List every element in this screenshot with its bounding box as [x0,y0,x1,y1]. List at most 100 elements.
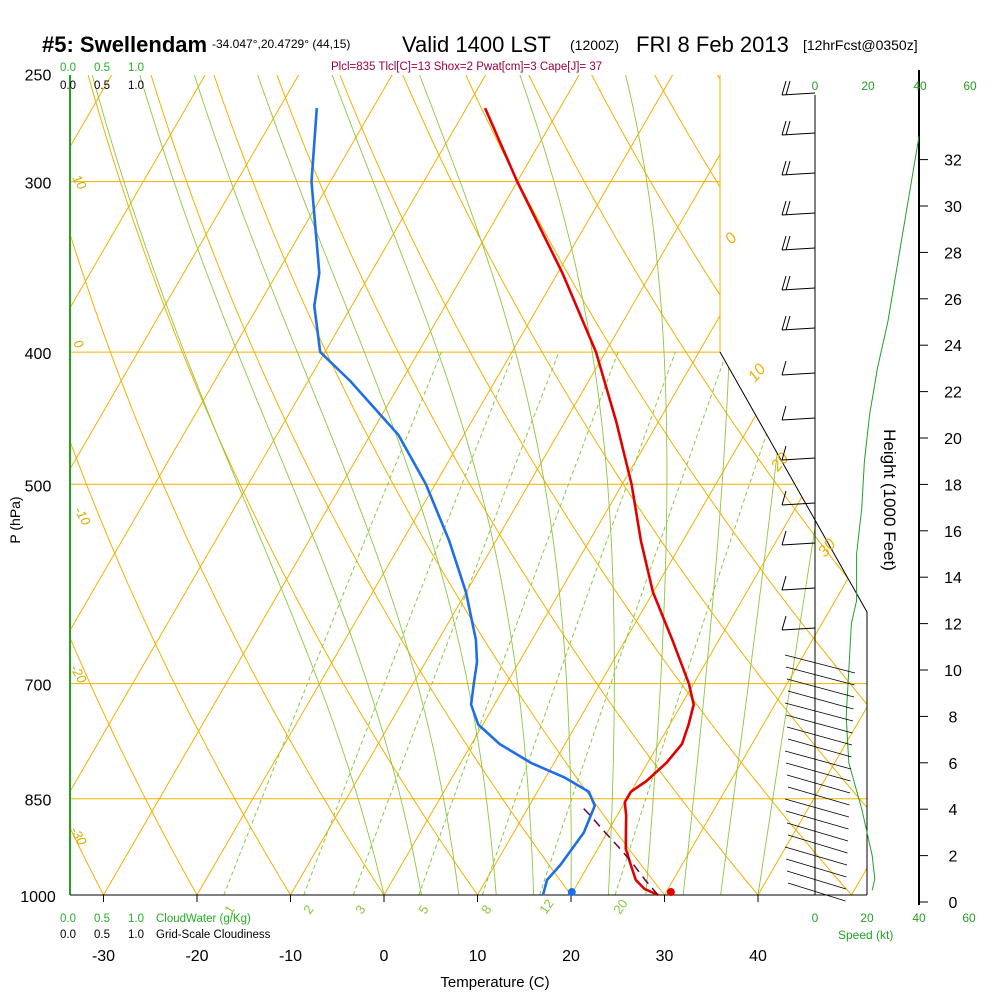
isotherm-label-10: 10 [745,361,770,386]
wind-barb-flag-5 [781,275,787,291]
pressure-tick-label-1000: 1000 [20,889,56,906]
dry-adiabat-label--10: -10 [71,504,94,528]
wind-barb-4 [781,247,816,251]
temperature-tick-label--30: -30 [92,948,115,965]
low-level-barb-8 [784,750,852,770]
wind-barb-flag-0 [781,80,787,96]
wind-barb-flag2-4 [785,235,791,251]
wind-barb-flag2-6 [785,315,791,331]
low-level-barb-16 [784,846,848,866]
moist-adiabat-8 [193,75,460,895]
speed-top-tick-2: 40 [913,79,927,93]
height-tick-label-14: 14 [944,570,962,587]
top-cloud-scale: 0.0 0.5 1.0 0.0 0.5 1.0 [60,62,144,92]
pressure-tick-label-500: 500 [25,478,52,495]
bottom-cloud-scale-green-1: 0.5 [94,913,110,925]
moist-adiabat-24 [518,75,615,895]
wind-barb-11 [781,542,816,546]
mixing-ratio-label-5: 5 [415,902,431,917]
isotherm--30 [103,75,581,895]
dewpoint-line [310,108,597,896]
temperature-tick-label--10: -10 [279,948,302,965]
cloudiness-label: Grid-Scale Cloudiness [156,929,271,941]
bottom-cloud-scale-green-0: 0.0 [60,913,76,925]
height-tick-label-10: 10 [944,663,962,680]
height-tick-label-30: 30 [944,199,962,216]
valid-time: Valid 1400 LST [402,32,551,57]
height-tick-label-22: 22 [944,385,962,402]
speed-axis: 0 20 40 60 0 20 40 60 Speed (kt) [812,79,977,942]
low-level-barb-13 [785,810,849,830]
station-title: #5: Swellendam [42,32,207,57]
forecast-date: FRI 8 Feb 2013 [636,32,789,57]
isotherm--90 [0,74,19,895]
wind-barb-2 [781,172,816,176]
wind-barb-flag-1 [781,120,787,136]
wind-barb-flag2-2 [785,160,791,176]
wind-barb-flag-7 [781,360,787,376]
wind-barb-flag2-3 [785,200,791,216]
dry-adiabat--10 [70,75,291,895]
low-level-barb-6 [786,726,853,746]
mixing-ratio-line-12 [539,351,728,895]
wind-barb-8 [781,417,816,421]
isotherm--20 [196,75,674,895]
mixing-ratio-label-3: 3 [352,902,368,917]
speed-bottom-tick-3: 60 [962,911,976,925]
dry-adiabat-10 [87,75,478,895]
low-level-barb-12 [784,798,850,818]
wind-barb-flag2-5 [785,275,791,291]
wind-barb-flag-11 [781,530,787,546]
stability-indices: Plcl=835 Tlcl[C]=13 Shox=2 Pwat[cm]=3 Ca… [331,61,602,73]
mixing-ratio-line-1 [223,351,442,895]
dry-adiabat-20 [150,75,572,895]
temperature-tick-label-10: 10 [469,948,487,965]
mixing-ratio-line-20 [614,351,795,895]
moist-adiabat-12 [256,75,497,895]
wind-speed-line [845,136,920,891]
low-level-barb-18 [786,870,847,890]
pressure-tick-label-700: 700 [25,678,52,695]
top-cloud-scale-green-1: 0.5 [94,62,110,74]
wind-boundary-line [719,351,868,895]
height-tick-label-24: 24 [944,338,962,355]
low-level-barb-11 [787,786,850,806]
bottom-cloud-scale-black-2: 1.0 [128,929,144,941]
isotherm-label-20: 20 [767,450,792,475]
dry-adiabat-70 [464,75,867,895]
dry-adiabat-50 [338,75,852,895]
wind-barb-10 [781,502,816,506]
moist-adiabat-4 [138,75,422,895]
low-level-barb-4 [784,702,854,722]
surface-dewpoint-marker [567,888,576,897]
profiles-layer [310,107,695,897]
height-tick-label-32: 32 [944,153,962,170]
wind-barb-flag-10 [781,490,787,506]
height-axis-label: Height (1000 Feet) [880,429,899,571]
height-tick-label-2: 2 [949,849,958,866]
bottom-cloud-scale: 0.0 0.5 1.0 CloudWater (g/Kg) 0.0 0.5 1.… [60,913,271,941]
top-cloud-scale-black-2: 1.0 [128,80,144,92]
wind-section [781,80,920,902]
isotherm--10 [290,75,768,895]
zulu-time: (1200Z) [570,37,619,53]
isotherm-30 [664,75,867,895]
moist-adiabat-20 [418,75,572,895]
temperature-tick-label-40: 40 [749,948,767,965]
isotherm-10 [477,75,867,895]
cloudwater-label: CloudWater (g/Kg) [156,913,251,925]
dry-adiabat--20 [70,75,198,895]
height-tick-label-0: 0 [949,895,958,912]
dry-adiabat-label-10: 10 [69,172,90,193]
temperature-tick-label-20: 20 [562,948,580,965]
bottom-cloud-scale-black-1: 0.5 [94,929,110,941]
height-tick-label-18: 18 [944,477,962,494]
wind-barb-5 [781,287,816,291]
wind-barb-3 [781,212,816,216]
bottom-cloud-scale-black-0: 0.0 [60,929,76,941]
wind-barb-flag-4 [781,235,787,251]
speed-top-tick-3: 60 [963,79,977,93]
height-tick-label-16: 16 [944,524,962,541]
forecast-info: [12hrFcst@0350z] [803,37,918,53]
